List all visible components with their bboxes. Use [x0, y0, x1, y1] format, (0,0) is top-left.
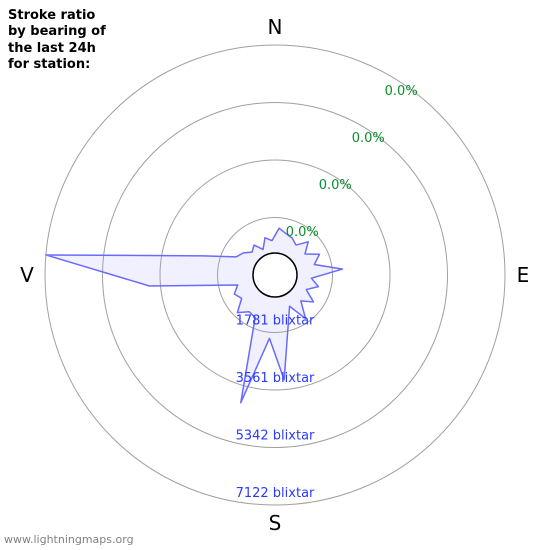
source-footer: www.lightningmaps.org: [4, 533, 134, 546]
ring-label-ratio: 0.0%: [352, 131, 385, 146]
polar-chart: 0.0% 1781 blixtar 0.0% 3561 blixtar 0.0% 5342…: [0, 0, 550, 550]
ring-label-count: 3561 blixtar: [236, 371, 315, 386]
ring-label-ratio: 0.0%: [319, 178, 352, 193]
cardinal-e: E: [513, 263, 533, 287]
ring-label-count: 1781 blixtar: [236, 314, 315, 329]
cardinal-s: S: [265, 511, 285, 535]
cardinal-w: V: [17, 263, 37, 287]
cardinal-n: N: [265, 15, 285, 39]
ring-label-ratio: 0.0%: [286, 225, 319, 240]
ring-label-count: 5342 blixtar: [236, 429, 315, 444]
ring-label-ratio: 0.0%: [385, 84, 418, 99]
ring-label-count: 7122 blixtar: [236, 486, 315, 501]
